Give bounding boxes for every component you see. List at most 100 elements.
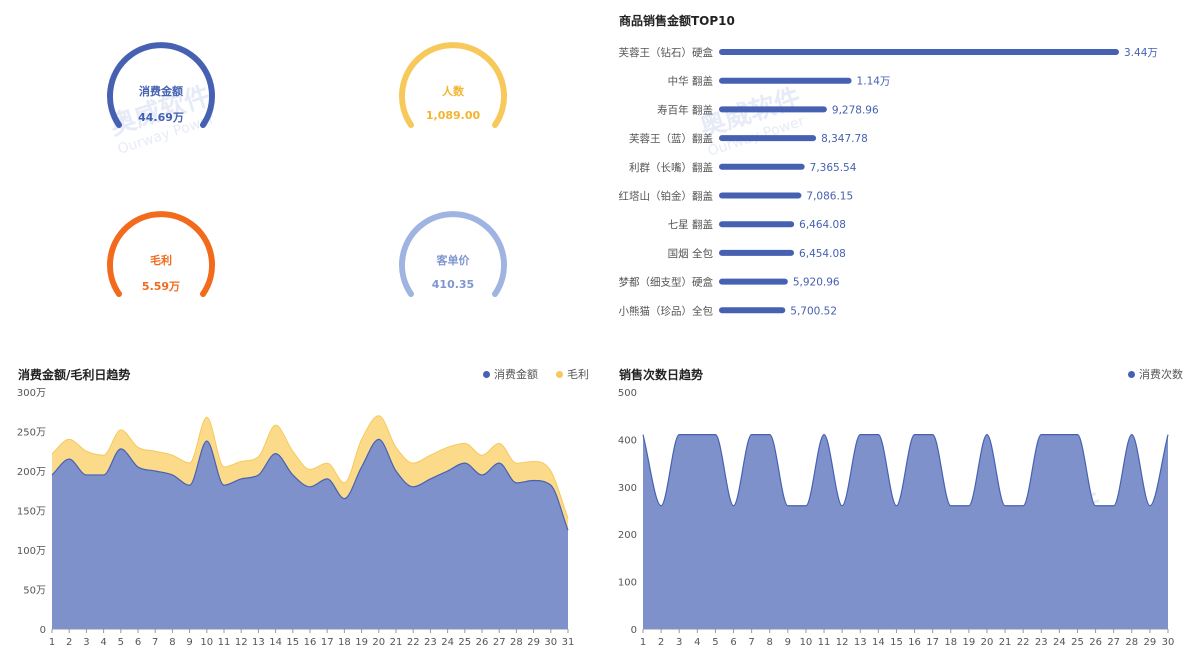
kpi-profit-value: 5.59万	[141, 280, 181, 293]
bar[interactable]	[719, 106, 827, 113]
x-tick-label: 12	[836, 637, 849, 648]
bar[interactable]	[719, 135, 817, 142]
bar-value-label: 1.14万	[857, 76, 891, 88]
bar[interactable]	[719, 307, 786, 314]
bar-value-label: 6,454.08	[799, 248, 846, 260]
bar-value-label: 5,920.96	[793, 277, 840, 289]
x-tick-label: 5	[712, 637, 718, 648]
bar[interactable]	[719, 163, 805, 170]
y-tick-label: 200	[618, 530, 637, 541]
legend-count-dot	[1128, 370, 1135, 378]
top10-title: 商品销售金额TOP10	[619, 14, 735, 28]
x-tick-label: 6	[135, 637, 141, 648]
x-tick-label: 13	[252, 637, 265, 648]
x-tick-label: 22	[1017, 637, 1030, 648]
area-series-1[interactable]	[52, 439, 568, 629]
x-tick-label: 20	[981, 637, 994, 648]
y-tick-label: 250万	[17, 428, 46, 439]
bar[interactable]	[719, 249, 795, 256]
x-tick-label: 25	[1071, 637, 1084, 648]
kpi-people-label: 人数	[442, 85, 464, 98]
count-trend-legend: 消费次数	[1128, 366, 1183, 382]
x-tick-label: 18	[944, 637, 957, 648]
spend-trend-title: 消费金额/毛利日趋势	[18, 368, 131, 382]
area-series-line-2	[51, 415, 569, 519]
legend-spend-dot	[483, 370, 490, 378]
bar[interactable]	[719, 278, 788, 285]
kpi-profit-gauge: 毛利 5.59万	[101, 206, 221, 326]
x-tick-label: 14	[269, 637, 282, 648]
y-tick-label: 50万	[23, 586, 46, 597]
area-series-1[interactable]	[643, 434, 1168, 629]
x-tick-label: 10	[200, 637, 213, 648]
gauge-arc	[399, 211, 507, 297]
x-tick-label: 6	[730, 637, 736, 648]
gauge-arc	[107, 211, 215, 297]
x-tick-label: 25	[458, 637, 471, 648]
x-tick-label: 30	[1162, 637, 1175, 648]
y-tick-label: 400	[618, 435, 637, 446]
kpi-spend-label: 消费金额	[139, 85, 183, 98]
x-tick-label: 16	[908, 637, 921, 648]
kpi-avg-price-value: 410.35	[431, 278, 475, 291]
x-tick-label: 13	[854, 637, 867, 648]
x-tick-label: 7	[748, 637, 754, 648]
x-tick-label: 17	[926, 637, 939, 648]
x-tick-label: 21	[999, 637, 1012, 648]
kpi-avg-price-label: 客单价	[436, 254, 470, 267]
bar-category-label: 芙蓉王（蓝）翻盖	[629, 132, 713, 145]
bar-value-label: 6,464.08	[799, 219, 846, 231]
bar-value-label: 8,347.78	[821, 133, 868, 145]
bar-value-label: 7,365.54	[810, 162, 857, 174]
kpi-people-value: 1,089.00	[425, 109, 481, 122]
x-tick-label: 3	[676, 637, 682, 648]
bar-category-label: 国烟 全包	[668, 247, 714, 260]
area-series-line-1	[51, 438, 569, 531]
bar-value-label: 5,700.52	[790, 305, 837, 317]
x-tick-label: 9	[186, 637, 192, 648]
legend-spend-label: 消费金额	[494, 368, 538, 381]
x-tick-label: 18	[338, 637, 351, 648]
x-tick-label: 8	[169, 637, 175, 648]
bar[interactable]	[719, 192, 802, 199]
x-tick-label: 31	[562, 637, 575, 648]
x-tick-label: 19	[355, 637, 368, 648]
x-tick-label: 2	[658, 637, 664, 648]
bar-value-label: 7,086.15	[806, 191, 853, 203]
bar-category-label: 七星 翻盖	[668, 218, 714, 231]
x-tick-label: 26	[476, 637, 489, 648]
x-tick-label: 15	[286, 637, 299, 648]
bar[interactable]	[719, 49, 1119, 55]
count-trend-title: 销售次数日趋势	[619, 368, 704, 382]
x-tick-label: 28	[510, 637, 523, 648]
gauge-arc	[399, 42, 507, 128]
bar-category-label: 小熊猫（珍品）全包	[619, 304, 714, 317]
x-tick-label: 12	[235, 637, 248, 648]
legend-count-label: 消费次数	[1139, 368, 1183, 381]
x-tick-label: 14	[872, 637, 885, 648]
bar-category-label: 寿百年 翻盖	[657, 103, 713, 116]
x-tick-label: 8	[767, 637, 773, 648]
x-tick-label: 28	[1125, 637, 1138, 648]
spend-trend-legend: 消费金额 毛利	[483, 366, 589, 382]
x-tick-label: 3	[83, 637, 89, 648]
y-tick-label: 100万	[17, 546, 46, 557]
y-tick-label: 0	[631, 625, 637, 636]
x-tick-label: 16	[304, 637, 317, 648]
x-tick-label: 30	[544, 637, 557, 648]
x-tick-label: 9	[785, 637, 791, 648]
bar-value-label: 9,278.96	[832, 104, 879, 116]
x-tick-label: 26	[1089, 637, 1102, 648]
x-tick-label: 2	[66, 637, 72, 648]
x-tick-label: 7	[152, 637, 158, 648]
x-tick-label: 19	[962, 637, 975, 648]
x-tick-label: 24	[1053, 637, 1066, 648]
x-tick-label: 1	[49, 637, 55, 648]
x-tick-label: 15	[890, 637, 903, 648]
x-tick-label: 4	[694, 637, 700, 648]
bar[interactable]	[719, 77, 852, 84]
bar[interactable]	[719, 221, 795, 228]
